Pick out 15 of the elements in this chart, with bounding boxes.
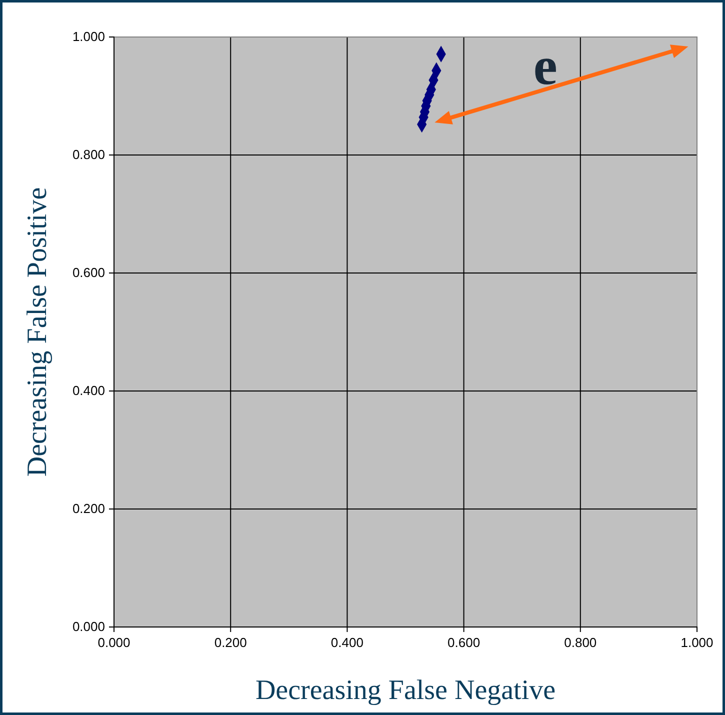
y-tick-label: 1.000 — [72, 29, 105, 44]
y-tick-label: 0.400 — [72, 383, 105, 398]
annotation: e — [533, 36, 558, 96]
y-tick-label: 0.200 — [72, 501, 105, 516]
y-tick-label: 0.800 — [72, 147, 105, 162]
x-tick-label: 0.000 — [98, 635, 130, 650]
x-tick-label: 0.400 — [330, 635, 364, 650]
x-tick-label: 1.000 — [680, 635, 714, 650]
x-tick-label: 0.600 — [448, 635, 480, 650]
x-axis-title: Decreasing False Negative — [255, 675, 556, 706]
y-axis-title: Decreasing False Positive — [22, 187, 53, 477]
x-tick-label: 0.800 — [564, 635, 597, 650]
x-tick-label: 0.200 — [214, 635, 247, 650]
y-tick-label: 0.000 — [72, 619, 105, 634]
y-tick-label: 0.600 — [72, 265, 105, 280]
